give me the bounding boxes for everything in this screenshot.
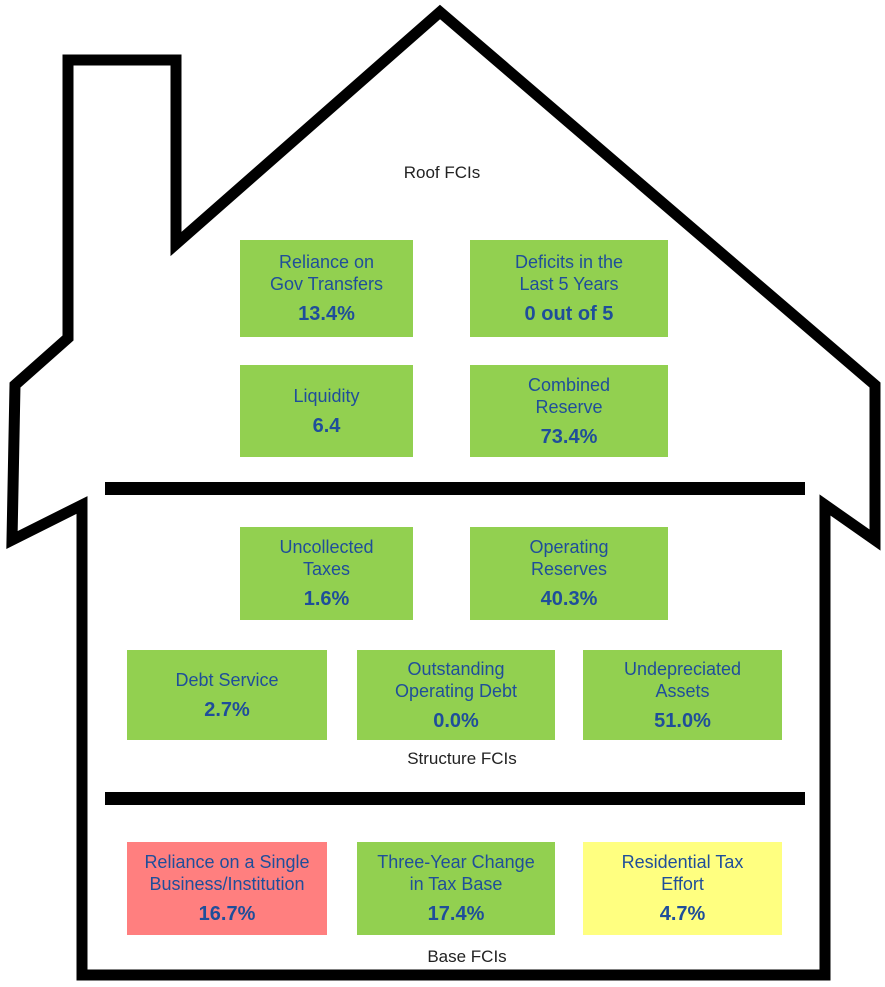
tile-label: Last 5 Years (519, 273, 618, 295)
tile-value: 0.0% (433, 710, 479, 733)
tile-label: Operating Debt (395, 680, 517, 702)
tile-value: 4.7% (660, 903, 706, 926)
tile-value: 17.4% (428, 903, 485, 926)
tile-label: Business/Institution (149, 873, 304, 895)
tile-value: 73.4% (541, 426, 598, 449)
tile-value: 51.0% (654, 710, 711, 733)
section-label: Base FCIs (427, 947, 506, 967)
divider (105, 792, 805, 805)
tile-value: 6.4 (313, 415, 341, 438)
section-label: Roof FCIs (404, 163, 481, 183)
tile-label: Gov Transfers (270, 273, 383, 295)
tile-value: 16.7% (199, 903, 256, 926)
tile-label: Taxes (303, 558, 350, 580)
tile-value: 13.4% (298, 303, 355, 326)
tile-label: Reliance on (279, 251, 374, 273)
tile-label: Three-Year Change (377, 851, 534, 873)
tile-value: 40.3% (541, 588, 598, 611)
tile-label: Effort (661, 873, 704, 895)
tile-label: Liquidity (293, 385, 359, 407)
tile-label: Reserves (531, 558, 607, 580)
tile-value: 2.7% (204, 699, 250, 722)
tile-label: Assets (655, 680, 709, 702)
fci-tile: Debt Service 2.7% (127, 650, 327, 740)
house-outline (0, 0, 885, 987)
tile-label: in Tax Base (410, 873, 503, 895)
tile-label: Combined (528, 374, 610, 396)
tile-label: Undepreciated (624, 658, 741, 680)
tile-label: Outstanding (407, 658, 504, 680)
tile-label: Uncollected (279, 536, 373, 558)
tile-label: Residential Tax (622, 851, 744, 873)
tile-label: Reserve (535, 396, 602, 418)
house-diagram: Roof FCIs Reliance onGov Transfers 13.4% De… (0, 0, 885, 987)
tile-label: Reliance on a Single (144, 851, 309, 873)
section-label: Structure FCIs (407, 749, 517, 769)
tile-label: Deficits in the (515, 251, 623, 273)
divider (105, 482, 805, 495)
tile-value: 1.6% (304, 588, 350, 611)
tile-label: Debt Service (175, 669, 278, 691)
tile-label: Operating (529, 536, 608, 558)
tile-value: 0 out of 5 (525, 303, 614, 326)
fci-tile: Liquidity 6.4 (240, 365, 413, 457)
